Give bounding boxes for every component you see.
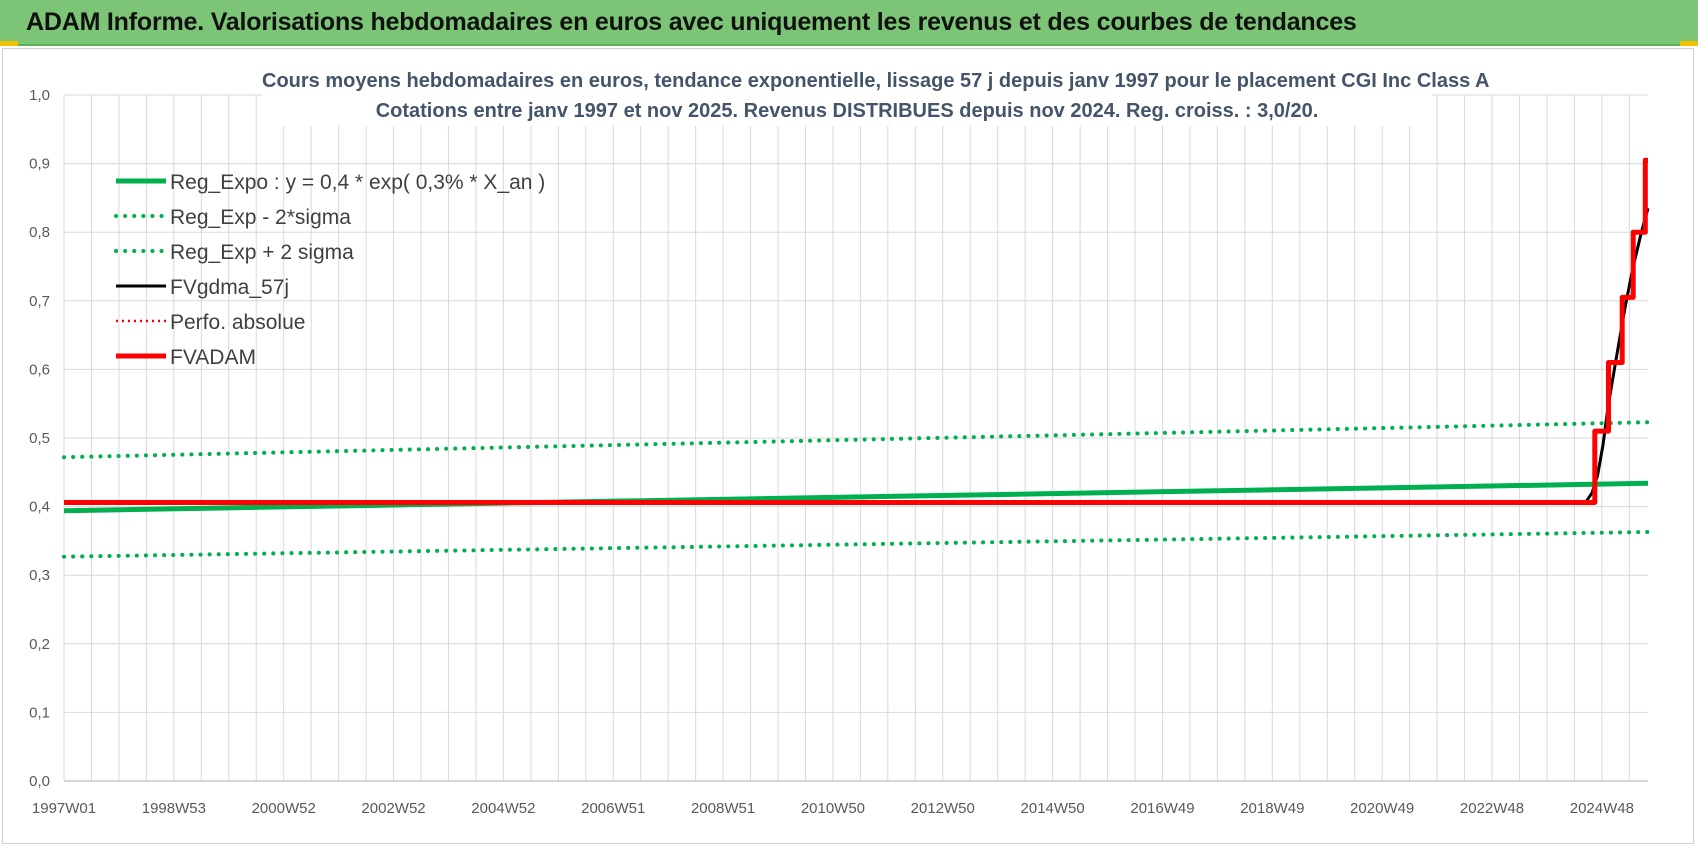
report-title: ADAM Informe. Valorisations hebdomadaire… [26,8,1357,36]
y-tick-label: 0,2 [29,636,50,653]
x-tick-label: 2016W49 [1130,800,1194,817]
y-axis: 0,0 0,1 0,2 0,3 0,4 0,5 0,6 0,7 0,8 0,9 1,0 [29,87,50,790]
y-tick-label: 0,5 [29,430,50,447]
y-tick-label: 0,9 [29,156,50,173]
series-line-5 [64,157,1648,505]
legend-label-0: Reg_Expo : y = 0,4 * exp( 0,3% * X_an ) [170,171,545,194]
x-tick-label: 2006W51 [581,800,645,817]
x-tick-label: 2004W52 [471,800,535,817]
report-banner: ADAM Informe. Valorisations hebdomadaire… [0,0,1698,46]
x-tick-label: 2008W51 [691,800,755,817]
y-tick-label: 0,4 [29,499,50,516]
x-tick-label: 2000W52 [252,800,316,817]
series-line-1 [62,530,1650,559]
y-tick-label: 0,0 [29,773,50,790]
legend-label-2: Reg_Exp + 2 sigma [170,241,354,264]
legend-label-1: Reg_Exp - 2*sigma [170,206,351,229]
x-tick-label: 2010W50 [801,800,865,817]
series-line-0 [63,480,1649,514]
chart-title: Cours moyens hebdomadaires en euros, ten… [262,66,1490,126]
legend-label-4: Perfo. absolue [170,311,305,334]
y-tick-label: 0,7 [29,293,50,310]
corner-marker-left [0,41,18,46]
legend: Reg_Expo : y = 0,4 * exp( 0,3% * X_an ) R… [114,171,545,369]
legend-label-5: FVADAM [170,346,256,369]
x-tick-label: 2018W49 [1240,800,1304,817]
x-tick-label: 2022W48 [1460,800,1524,817]
x-tick-label: 2012W50 [911,800,975,817]
y-tick-label: 0,8 [29,224,50,241]
y-tick-label: 0,1 [29,704,50,721]
y-tick-label: 1,0 [29,87,50,104]
x-tick-label: 1997W01 [32,800,96,817]
x-tick-label: 1998W53 [142,800,206,817]
x-tick-label: 2024W48 [1570,800,1634,817]
chart-title-line-2: Cotations entre janv 1997 et nov 2025. R… [375,100,1319,122]
y-tick-label: 0,6 [29,361,50,378]
x-tick-label: 2002W52 [361,800,425,817]
chart-title-line-1: Cours moyens hebdomadaires en euros, ten… [262,70,1490,92]
x-axis: 1997W01 1998W53 2000W52 2002W52 2004W52 2006W… [32,800,1634,817]
corner-marker-right [1680,41,1698,46]
series-line-2 [62,420,1650,460]
legend-label-3: FVgdma_57j [170,276,289,299]
x-tick-label: 2014W50 [1021,800,1085,817]
y-tick-label: 0,3 [29,567,50,584]
chart-frame [2,48,1694,844]
x-tick-label: 2020W49 [1350,800,1414,817]
series-layer [62,157,1650,559]
